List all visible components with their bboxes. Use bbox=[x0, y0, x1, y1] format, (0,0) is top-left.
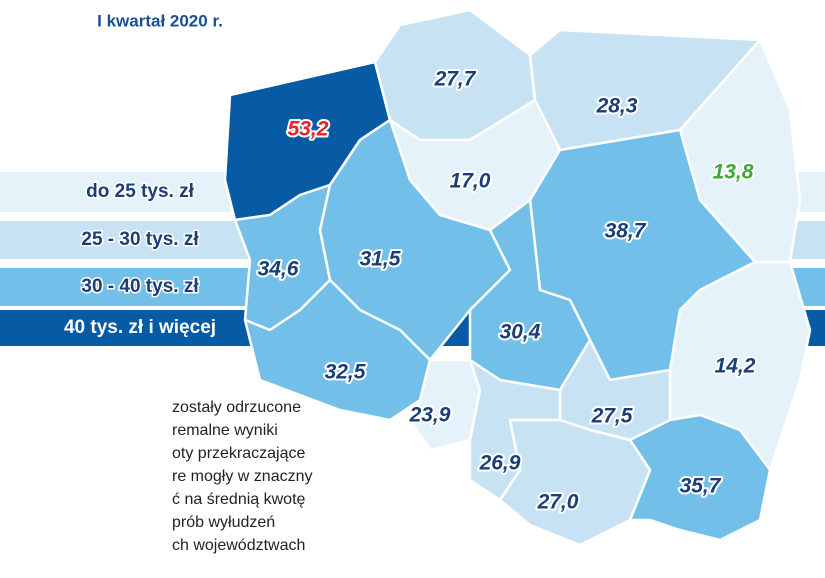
legend-label: 30 - 40 tys. zł bbox=[81, 276, 199, 297]
note-line: prób wyłudzeń bbox=[172, 514, 275, 531]
title: I kwartał 2020 r. bbox=[97, 11, 223, 30]
region-value: 14,2 bbox=[715, 355, 756, 378]
region-value: 34,6 bbox=[258, 258, 299, 281]
region-value: 13,8 bbox=[713, 161, 754, 184]
region-value: 27,0 bbox=[537, 491, 579, 514]
legend-label: do 25 tys. zł bbox=[86, 181, 194, 202]
legend-label: 40 tys. zł i więcej bbox=[64, 317, 216, 338]
region bbox=[498, 418, 652, 547]
region-value: 30,4 bbox=[500, 321, 541, 344]
region-value: 53,2 bbox=[288, 118, 329, 141]
region-value: 31,5 bbox=[360, 248, 401, 271]
region-value: 32,5 bbox=[325, 361, 366, 384]
region-value: 23,9 bbox=[409, 404, 451, 427]
note-line: ch województwach bbox=[172, 537, 305, 554]
legend-label: 25 - 30 tys. zł bbox=[81, 229, 199, 250]
note-line: oty przekraczające bbox=[172, 445, 305, 462]
note-line: ć na średnią kwotę bbox=[172, 491, 306, 508]
region-value: 17,0 bbox=[450, 170, 491, 193]
region-value: 26,9 bbox=[479, 452, 521, 475]
region-value: 38,7 bbox=[605, 220, 647, 243]
region-value: 27,5 bbox=[591, 405, 633, 428]
note-line: remalne wyniki bbox=[172, 422, 278, 439]
note-line: re mogły w znaczny bbox=[172, 468, 313, 485]
region-value: 28,3 bbox=[596, 95, 638, 118]
note-line: zostały odrzucone bbox=[172, 399, 301, 416]
region-value: 35,7 bbox=[680, 475, 722, 498]
region-value: 27,7 bbox=[434, 68, 477, 91]
